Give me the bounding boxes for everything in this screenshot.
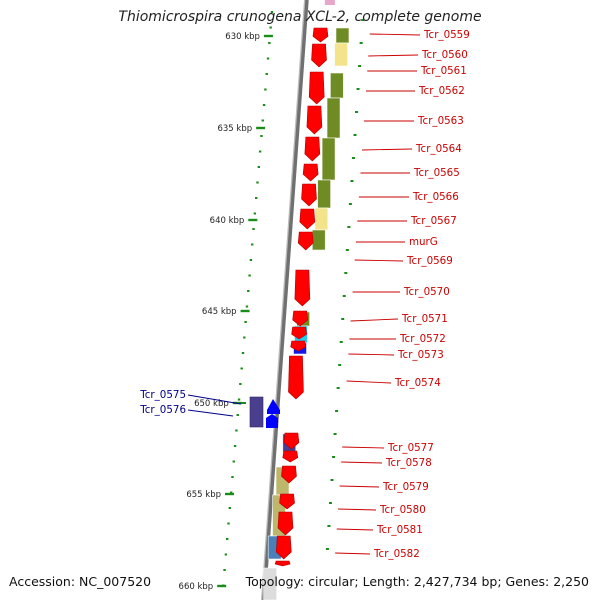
label-leader-line <box>354 259 404 262</box>
gene-label: Tcr_0565 <box>413 167 460 179</box>
ruler-ticks: 630 kbp 635 kbp 640 kbp 645 kbp 650 kbp 655 k… <box>179 11 365 592</box>
cog-category-box <box>321 137 336 181</box>
gene-arrow <box>299 208 316 230</box>
label-leader-line <box>187 394 242 405</box>
kbp-scale-label: 660 kbp <box>179 582 214 592</box>
label-leaders <box>187 33 421 555</box>
gene-arrow <box>274 560 291 567</box>
label-leader-line <box>346 380 392 384</box>
gene-arrow <box>283 432 300 450</box>
gene-arrow <box>311 43 327 68</box>
gene-label: Tcr_0572 <box>399 333 446 345</box>
kbp-scale-label: 640 kbp <box>210 216 245 226</box>
kbp-scale-label: 655 kbp <box>186 490 221 500</box>
gene-label: Tcr_0577 <box>387 442 434 454</box>
gene-label: Tcr_0574 <box>394 377 441 389</box>
gene-label: murG <box>409 236 438 248</box>
gene-arrow <box>291 326 307 340</box>
gene-arrow <box>302 163 319 182</box>
accession-text: Accession: NC_007520 <box>9 574 152 589</box>
gene-arrow <box>308 71 325 105</box>
label-leader-line <box>335 552 371 555</box>
gene-label: Tcr_0567 <box>410 215 457 227</box>
gene-arrow <box>275 535 292 560</box>
label-leader-line <box>336 528 374 531</box>
gene-label: Tcr_0562 <box>418 85 465 97</box>
gene-label: Tcr_0564 <box>415 143 462 155</box>
label-leader-line <box>342 446 385 449</box>
gene-features <box>249 0 335 567</box>
gene-label: Tcr_0570 <box>403 286 450 298</box>
gene-arrow <box>301 183 317 207</box>
label-leader-line <box>369 33 421 36</box>
cog-category-box <box>329 72 344 99</box>
gene-label: Tcr_0560 <box>421 49 468 61</box>
backbone-line <box>262 0 309 601</box>
text-labels: Tcr_0559 Tcr_0560 Tcr_0561 Tcr_0562 Tcr_0563… <box>139 29 470 560</box>
label-leader-line <box>187 409 234 417</box>
kbp-scale-label: 635 kbp <box>217 124 252 134</box>
label-leader-line <box>338 508 377 511</box>
gene-label: Tcr_0573 <box>397 349 444 361</box>
cog-category-box <box>326 97 341 139</box>
gene-box-tcr-0575 <box>249 396 264 428</box>
gene-arrow <box>294 269 311 307</box>
gene-label: Tcr_0571 <box>401 313 448 325</box>
kbp-scale-label: 630 kbp <box>225 32 260 42</box>
gene-label: Tcr_0581 <box>376 524 423 536</box>
gene-arrow <box>304 136 321 162</box>
label-leader-line <box>350 318 399 322</box>
gene-label: Tcr_0563 <box>417 115 464 127</box>
gene-arrow <box>282 450 299 463</box>
gene-label: Tcr_0578 <box>385 457 432 469</box>
label-leader-line <box>339 485 380 488</box>
gene-arrow <box>288 355 304 400</box>
genome-summary-text: Topology: circular; Length: 2,427,734 bp… <box>245 574 589 589</box>
gene-arrow <box>277 511 294 536</box>
gene-arrow <box>292 310 308 327</box>
kbp-scale-label: 645 kbp <box>202 307 237 317</box>
cog-category-box <box>334 42 348 67</box>
label-leader-line <box>368 54 419 57</box>
cog-category-box <box>314 207 329 231</box>
gene-label: Tcr_0580 <box>379 504 426 516</box>
gene-label: Tcr_0559 <box>423 29 470 41</box>
gene-label: Tcr_0566 <box>412 191 459 203</box>
gene-label-left: Tcr_0576 <box>139 404 186 416</box>
label-leader-line <box>341 461 383 464</box>
gene-label-left: Tcr_0575 <box>139 389 186 401</box>
gene-arrow <box>297 231 314 251</box>
gene-arrow <box>306 105 323 135</box>
cog-category-box <box>317 179 331 209</box>
gene-arrow-up <box>266 414 278 428</box>
backbone <box>261 0 309 601</box>
gene-arrow <box>279 493 295 510</box>
label-leader-line <box>361 148 413 151</box>
gene-arrow <box>312 27 329 43</box>
kbp-scale-label: 650 kbp <box>194 399 229 409</box>
gene-arrow-partial <box>324 0 335 5</box>
cog-category-box <box>335 27 350 44</box>
gene-label: Tcr_0569 <box>406 255 453 267</box>
gene-arrow <box>290 340 307 352</box>
gene-label: Tcr_0582 <box>373 548 420 560</box>
gene-label: Tcr_0561 <box>420 65 467 77</box>
gene-label: Tcr_0579 <box>382 481 429 493</box>
gene-arrow-up <box>267 399 280 414</box>
cog-category-box <box>311 229 326 251</box>
label-leader-line <box>348 353 395 356</box>
map-title: Thiomicrospira crunogena XCL-2, complete… <box>118 9 482 25</box>
backbone-shadow <box>261 0 306 601</box>
gene-arrow <box>281 465 297 484</box>
